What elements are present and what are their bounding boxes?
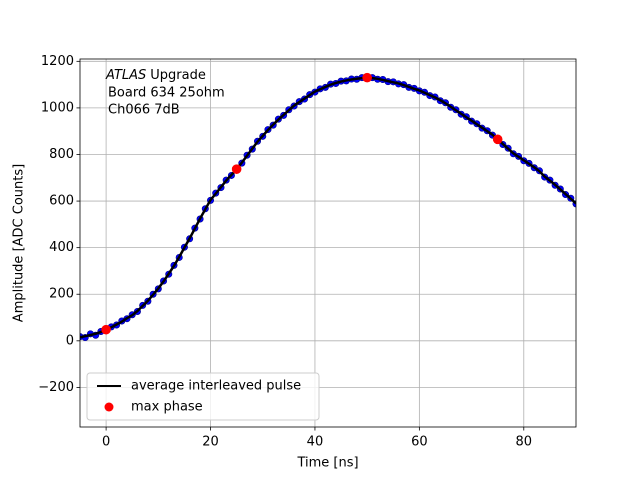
legend-marker — [104, 402, 114, 412]
y-tick-label: 0 — [66, 333, 74, 348]
x-tick-label: 60 — [411, 435, 428, 450]
y-tick-label: −200 — [38, 380, 74, 395]
max-phase-point — [101, 324, 111, 335]
annotation-line: Ch066 7dB — [108, 103, 180, 118]
x-tick-label: 80 — [516, 435, 533, 450]
x-tick-label: 0 — [102, 435, 110, 450]
y-tick-label: 1000 — [41, 100, 74, 115]
line — [80, 76, 576, 339]
plot-frame — [79, 58, 577, 428]
legend-box — [86, 372, 320, 421]
y-tick-label: 800 — [49, 147, 74, 162]
y-tick-label: 600 — [49, 194, 74, 209]
y-tick-label: 400 — [49, 240, 74, 255]
x-tick-label: 40 — [307, 435, 324, 450]
max-phase-point — [362, 72, 372, 83]
annotation-italic: ATLAS — [105, 68, 146, 83]
x-axis-label: Time [ns] — [296, 456, 358, 471]
legend-label: average interleaved pulse — [131, 379, 301, 394]
x-tick-label: 20 — [202, 435, 219, 450]
annotation-line: Board 634 25ohm — [108, 86, 225, 101]
max-phase-point — [231, 164, 242, 174]
annotation: ATLAS Upgrade — [105, 68, 206, 83]
y-axis-label: Amplitude [ADC Counts] — [12, 164, 27, 322]
max-phase-point — [492, 134, 503, 145]
legend-label: max phase — [131, 400, 203, 415]
y-tick-label: 200 — [49, 287, 74, 302]
plot-area — [80, 72, 576, 342]
y-tick-label: 1200 — [41, 54, 74, 69]
annotation-text: Upgrade — [150, 68, 206, 83]
